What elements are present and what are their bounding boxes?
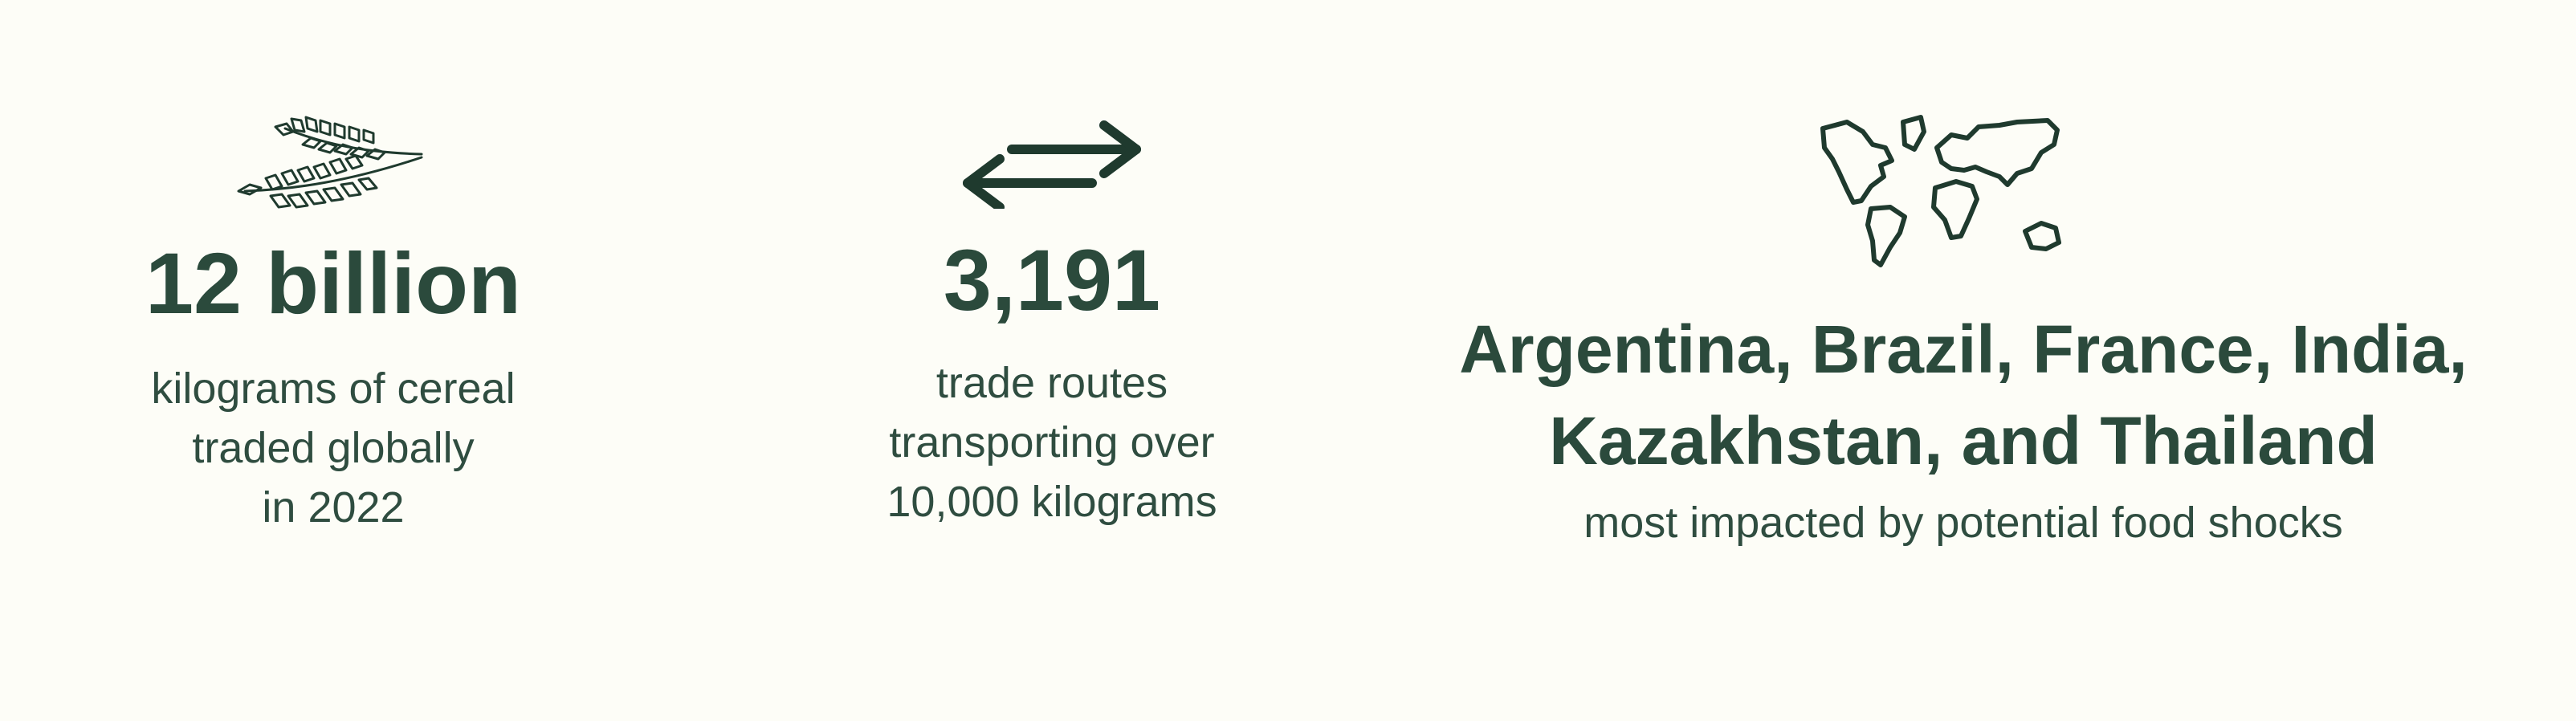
stat-description-line: in 2022 [262,483,405,532]
stat-description-line: trade routes [935,359,1168,407]
wheat-icon [229,112,438,217]
stat-description-line: 10,000 kilograms [887,478,1217,526]
stat-value: 3,191 [943,231,1161,328]
stat-value-line: Kazakhstan, and Thailand [1549,403,2378,479]
stat-description-line: transporting over [889,418,1215,466]
stat-description-line: traded globally [192,424,475,472]
stat-value: 12 billion [145,234,522,332]
stat-value: Argentina, Brazil, France, India, Kazakh… [1413,303,2513,487]
stat-description: most impacted by potential food shocks [1584,499,2343,547]
stat-description: trade routes transporting over 10,000 ki… [803,353,1301,532]
exchange-arrows-icon [956,119,1148,209]
stat-value-line: Argentina, Brazil, France, India, [1459,312,2468,387]
stat-description: kilograms of cereal traded globally in 2… [80,359,586,537]
stat-description-line: kilograms of cereal [151,365,516,413]
world-map-icon [1815,112,2112,273]
